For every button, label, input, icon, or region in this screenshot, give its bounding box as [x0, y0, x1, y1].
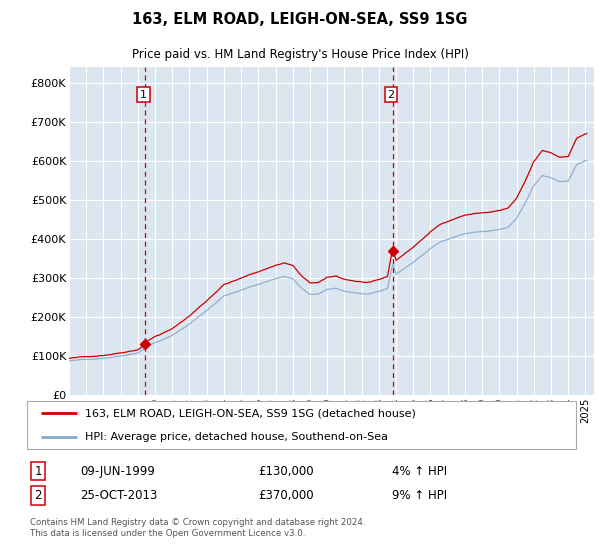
Text: 2: 2: [388, 90, 395, 100]
Text: 09-JUN-1999: 09-JUN-1999: [80, 464, 155, 478]
Text: 163, ELM ROAD, LEIGH-ON-SEA, SS9 1SG (detached house): 163, ELM ROAD, LEIGH-ON-SEA, SS9 1SG (de…: [85, 408, 416, 418]
Text: £130,000: £130,000: [259, 464, 314, 478]
Text: 1: 1: [34, 464, 42, 478]
Text: £370,000: £370,000: [259, 489, 314, 502]
Text: 163, ELM ROAD, LEIGH-ON-SEA, SS9 1SG: 163, ELM ROAD, LEIGH-ON-SEA, SS9 1SG: [132, 12, 468, 27]
Text: Contains HM Land Registry data © Crown copyright and database right 2024.
This d: Contains HM Land Registry data © Crown c…: [29, 518, 365, 538]
Text: Price paid vs. HM Land Registry's House Price Index (HPI): Price paid vs. HM Land Registry's House …: [131, 48, 469, 62]
Text: 9% ↑ HPI: 9% ↑ HPI: [392, 489, 448, 502]
Text: 1: 1: [140, 90, 147, 100]
Text: 2: 2: [34, 489, 42, 502]
Text: HPI: Average price, detached house, Southend-on-Sea: HPI: Average price, detached house, Sout…: [85, 432, 388, 442]
Text: 4% ↑ HPI: 4% ↑ HPI: [392, 464, 448, 478]
FancyBboxPatch shape: [27, 401, 577, 449]
Text: 25-OCT-2013: 25-OCT-2013: [80, 489, 157, 502]
